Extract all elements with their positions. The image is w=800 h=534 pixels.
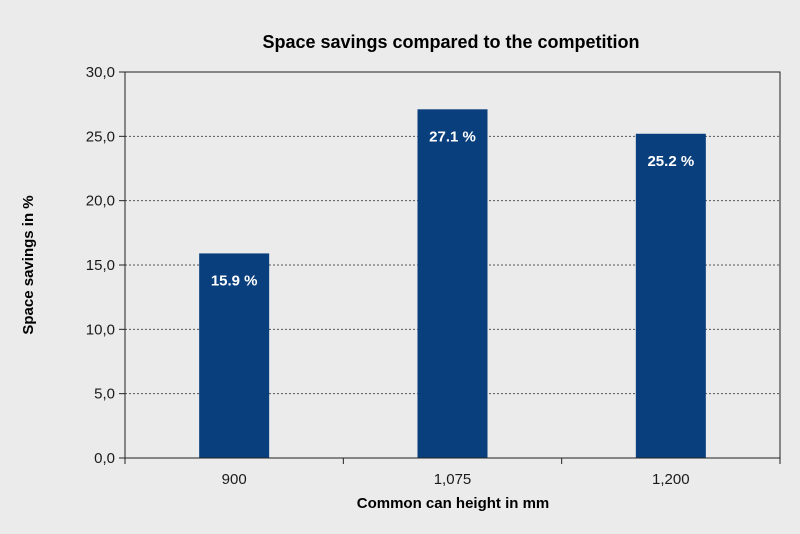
y-tick-label: 5,0	[94, 386, 115, 403]
bar-data-label: 27.1 %	[429, 128, 476, 145]
y-tick-label: 10,0	[86, 321, 115, 338]
bar	[199, 253, 270, 458]
y-axis: 0,0 5,0 10,0 15,0 20,0 25,0 30,0	[86, 64, 125, 467]
chart-title: Space savings compared to the competitio…	[262, 32, 639, 52]
y-tick-label: 25,0	[86, 128, 115, 145]
bar	[417, 109, 488, 459]
x-tick-label: 1,200	[652, 471, 690, 488]
x-tick-label: 900	[222, 471, 247, 488]
y-tick-label: 20,0	[86, 193, 115, 210]
x-axis: 900 1,075 1,200	[124, 458, 781, 488]
bars: 15.9 % 27.1 % 25.2 %	[199, 109, 706, 459]
bar-data-label: 25.2 %	[647, 153, 694, 170]
x-tick-label: 1,075	[434, 471, 472, 488]
bar-data-label: 15.9 %	[211, 272, 258, 289]
y-axis-title: Space savings in %	[20, 195, 37, 334]
y-tick-label: 0,0	[94, 450, 115, 467]
x-axis-title: Common can height in mm	[357, 495, 550, 512]
y-tick-label: 15,0	[86, 257, 115, 274]
y-tick-label: 30,0	[86, 64, 115, 81]
bar	[635, 133, 706, 458]
